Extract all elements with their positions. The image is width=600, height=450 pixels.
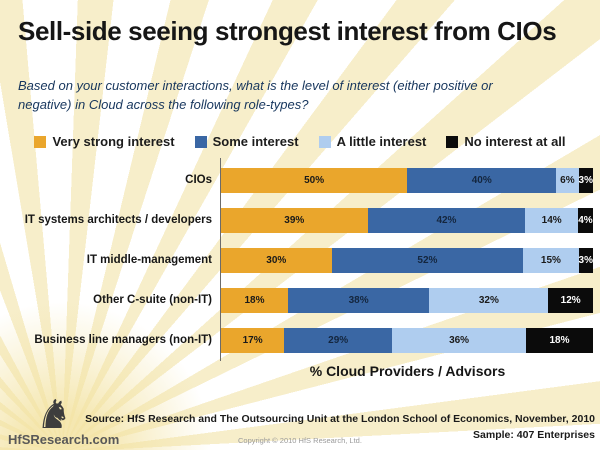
legend-item: Some interest (194, 134, 299, 149)
category-label: CIOs (185, 174, 212, 186)
bar-row: IT systems architects / developers 39% 42%… (10, 200, 593, 240)
survey-question: Based on your customer interactions, wha… (18, 78, 493, 112)
legend-swatch (446, 135, 459, 148)
legend-label: A little interest (336, 134, 427, 149)
bar-segment: 3% (578, 167, 593, 193)
bar-segment: 15% (523, 247, 579, 273)
bar-segment: 4% (577, 207, 593, 233)
bar-segment: 6% (556, 167, 579, 193)
hfs-logo: ♞ HfSResearch.com (8, 392, 138, 447)
bar-segment: 50% (221, 167, 408, 193)
legend-item: A little interest (318, 134, 427, 149)
category-label: Other C-suite (non-IT) (93, 294, 212, 306)
legend-swatch (34, 135, 47, 148)
y-axis-line (220, 158, 221, 361)
horse-icon: ♞ (36, 392, 72, 438)
bar-row: Other C-suite (non-IT) 18% 38% 32% 12% (10, 280, 593, 320)
stacked-bar: 39% 42% 14% 4% (221, 207, 593, 233)
legend-label: No interest at all (464, 134, 566, 149)
bar-segment: 30% (221, 247, 332, 273)
legend-swatch (318, 135, 331, 148)
legend: Very strong interest Some interest A littl… (0, 134, 600, 149)
bar-segment: 3% (578, 247, 593, 273)
source-line: Source: HfS Research and The Outsourcing… (85, 413, 595, 425)
bar-segment: 18% (526, 327, 593, 353)
bar-segment: 36% (392, 327, 527, 353)
source-note: Source: HfS Research and The Outsourcing… (85, 412, 595, 443)
logo-text: HfSResearch.com (8, 432, 120, 447)
stacked-bar: 50% 40% 6% 3% (221, 167, 593, 193)
legend-swatch (194, 135, 207, 148)
bar-segment: 29% (284, 327, 393, 353)
bar-segment: 12% (548, 287, 593, 313)
sample-line: Sample: 407 Enterprises (473, 428, 595, 441)
bar-segment: 32% (429, 287, 549, 313)
copyright-note: Copyright © 2010 HfS Research, Ltd. (238, 436, 362, 445)
bar-segment: 52% (331, 247, 524, 273)
category-label: IT middle-management (86, 254, 212, 266)
stacked-bar: 17% 29% 36% 18% (221, 327, 593, 353)
bar-chart: CIOs 50% 40% 6% 3% IT systems architects / de… (10, 160, 593, 360)
category-label: Business line managers (non-IT) (34, 334, 212, 346)
bar-segment: 39% (221, 207, 368, 233)
bar-segment: 17% (221, 327, 285, 353)
stacked-bar: 30% 52% 15% 3% (221, 247, 593, 273)
category-label: IT systems architects / developers (24, 214, 212, 226)
bar-row: CIOs 50% 40% 6% 3% (10, 160, 593, 200)
legend-label: Some interest (212, 134, 299, 149)
x-axis-label: % Cloud Providers / Advisors (309, 363, 506, 379)
bar-segment: 38% (287, 287, 430, 313)
bar-segment: 40% (407, 167, 557, 193)
legend-item: No interest at all (446, 134, 566, 149)
bar-segment: 14% (525, 207, 578, 233)
bar-segment: 18% (221, 287, 288, 313)
legend-label: Very strong interest (52, 134, 175, 149)
bar-row: IT middle-management 30% 52% 15% 3% (10, 240, 593, 280)
stacked-bar: 18% 38% 32% 12% (221, 287, 593, 313)
bar-row: Business line managers (non-IT) 17% 29% 36%… (10, 320, 593, 360)
bar-segment: 42% (367, 207, 526, 233)
page-title: Sell-side seeing strongest interest from… (18, 16, 557, 46)
legend-item: Very strong interest (34, 134, 175, 149)
